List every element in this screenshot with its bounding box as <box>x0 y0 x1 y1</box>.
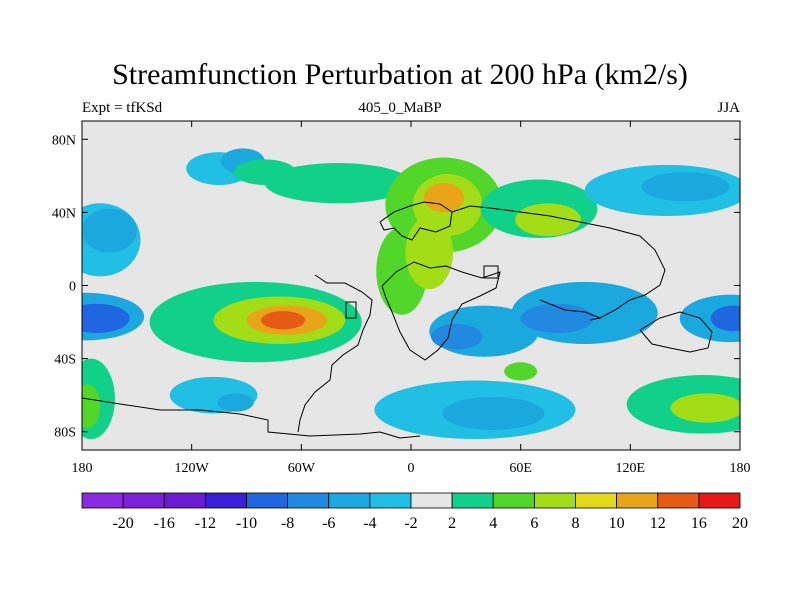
coastline-outlines <box>82 201 713 439</box>
case-subtitle: 405_0_MaBP <box>358 100 442 116</box>
colorbar-swatch-7 <box>369 492 412 509</box>
coastline-indian-shore <box>539 299 601 319</box>
coastline-europe <box>379 201 453 241</box>
colorbar-label-6: -4 <box>363 515 376 532</box>
colorbar-label-1: -16 <box>154 515 175 532</box>
x-tick-label-6: 180 <box>730 461 751 476</box>
colorbar-swatch-8 <box>410 492 453 509</box>
contour-fills <box>82 148 740 440</box>
colorbar-swatch-9 <box>451 492 494 509</box>
colorbar-swatch-5 <box>287 492 330 509</box>
contour-region-32 <box>442 396 545 430</box>
colorbar-label-9: 4 <box>489 515 497 532</box>
chart-title: Streamfunction Perturbation at 200 hPa (… <box>112 58 688 91</box>
island-east-asia <box>483 265 499 279</box>
colorbar-swatch-15 <box>698 492 741 509</box>
coastline-antarctica <box>82 397 421 439</box>
x-tick-label-2: 60W <box>288 461 316 476</box>
experiment-subtitle: Expt = tfKSd <box>82 100 163 116</box>
colorbar-swatch-6 <box>328 492 371 509</box>
colorbar-label-8: 2 <box>448 515 456 532</box>
colorbar-swatch-3 <box>204 492 247 509</box>
y-tick-label-3: 40S <box>54 353 76 368</box>
colorbar-label-4: -8 <box>281 515 294 532</box>
contour-region-34 <box>670 393 740 423</box>
colorbar-label-7: -2 <box>404 515 417 532</box>
coastline-south-america <box>297 274 373 433</box>
x-axis: 180 120W 60W 0 60E 120E 180 <box>72 121 751 476</box>
y-axis: 80N 40N 0 40S 80S <box>52 133 740 441</box>
contour-region-11 <box>82 384 101 429</box>
y-tick-label-1: 40N <box>52 206 76 221</box>
season-subtitle: JJA <box>717 100 740 116</box>
colorbar-label-5: -6 <box>322 515 335 532</box>
colorbar-label-11: 8 <box>572 515 580 532</box>
contour-region-1 <box>82 208 137 253</box>
coastline-africa <box>381 261 501 361</box>
colorbar-swatch-12 <box>575 492 618 509</box>
y-tick-label-4: 80S <box>54 426 76 441</box>
contour-region-18 <box>423 183 465 213</box>
contour-region-28 <box>520 303 594 334</box>
contour-region-5 <box>82 303 130 334</box>
colorbar-swatch-13 <box>616 492 659 509</box>
contour-region-13 <box>217 393 254 412</box>
colorbar-swatch-0 <box>81 492 124 509</box>
colorbar-label-0: -20 <box>112 515 133 532</box>
contour-region-14 <box>264 163 411 204</box>
contour-region-15 <box>233 159 296 185</box>
x-tick-label-3: 0 <box>408 461 415 476</box>
x-tick-label-5: 120E <box>616 461 646 476</box>
contour-region-35 <box>504 362 538 381</box>
colorbar-label-12: 10 <box>609 515 625 532</box>
colorbar-label-14: 16 <box>691 515 707 532</box>
contour-region-20 <box>405 216 454 290</box>
colorbar-swatch-2 <box>163 492 206 509</box>
coastline-asia <box>451 205 666 321</box>
contour-region-30 <box>710 305 740 332</box>
x-tick-label-1: 120W <box>175 461 210 476</box>
colorbar-swatch-14 <box>657 492 700 509</box>
colorbar-label-2: -12 <box>195 515 216 532</box>
island-madagascar <box>345 301 357 319</box>
coastline-australia <box>639 311 713 353</box>
colorbar-label-3: -10 <box>236 515 257 532</box>
contour-region-9 <box>261 311 305 330</box>
x-tick-label-0: 180 <box>72 461 93 476</box>
colorbar-label-13: 12 <box>650 515 666 532</box>
contour-region-26 <box>431 323 483 350</box>
x-tick-label-4: 60E <box>509 461 532 476</box>
contour-region-24 <box>641 172 730 202</box>
colorbar-swatch-11 <box>533 492 576 509</box>
y-tick-label-0: 80N <box>52 133 76 148</box>
color-bar: -20 -16 -12 -10 -8 -6 -4 -2 2 4 6 8 10 12 16 20 <box>81 492 748 532</box>
contour-region-22 <box>515 203 581 237</box>
colorbar-label-10: 6 <box>530 515 538 532</box>
y-tick-label-2: 0 <box>69 280 76 295</box>
colorbar-swatch-1 <box>122 492 165 509</box>
colorbar-swatch-10 <box>492 492 535 509</box>
colorbar-label-15: 20 <box>732 515 748 532</box>
colorbar-swatch-4 <box>246 492 289 509</box>
